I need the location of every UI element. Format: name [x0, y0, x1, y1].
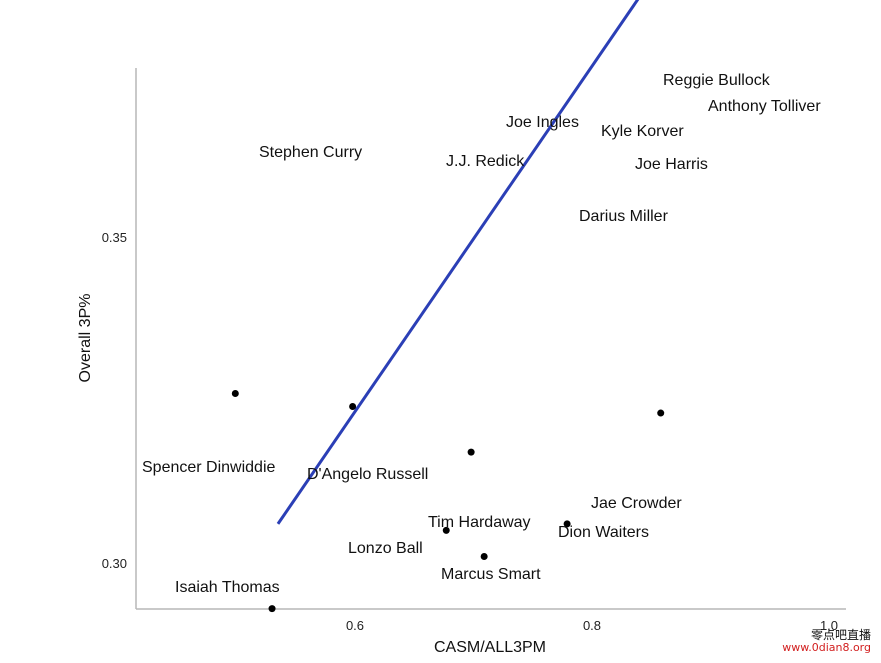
- x-axis-title: CASM/ALL3PM: [434, 639, 546, 656]
- point-label: Anthony Tolliver: [708, 98, 821, 115]
- data-point: [657, 409, 665, 417]
- x-tick-label: 0.6: [346, 618, 364, 633]
- data-point: [480, 552, 488, 560]
- point-label: Spencer Dinwiddie: [142, 459, 276, 476]
- point-label: Joe Ingles: [506, 114, 579, 131]
- y-ticks: 0.300.350.400.45: [102, 230, 127, 571]
- x-ticks: 0.6 0.8 1.0: [346, 618, 838, 633]
- point-label: Jae Crowder: [591, 495, 682, 512]
- x-tick-label: 1.0: [820, 618, 838, 633]
- data-points: [231, 389, 665, 613]
- point-label: Tim Hardaway: [428, 514, 531, 531]
- point-label: D'Angelo Russell: [307, 466, 428, 483]
- point-label: J.J. Redick: [446, 153, 525, 170]
- axes: 0.300.350.400.45 0.60.81.0: [102, 68, 846, 633]
- data-point: [467, 448, 475, 456]
- data-point: [231, 389, 239, 397]
- data-point: [563, 520, 571, 528]
- watermark-url: www.0dian8.org: [782, 641, 871, 655]
- trendline: [276, 0, 640, 525]
- y-axis-title: Overall 3P%: [77, 294, 94, 383]
- point-label: Dion Waiters: [558, 524, 649, 541]
- y-tick-label: 0.35: [102, 230, 127, 245]
- point-label: Stephen Curry: [259, 144, 362, 161]
- point-labels: Reggie Bullock Joe Ingles Anthony Tolliver…: [142, 72, 821, 596]
- data-point: [349, 403, 357, 411]
- point-label: Lonzo Ball: [348, 540, 423, 557]
- point-label: Kyle Korver: [601, 123, 684, 140]
- point-label: Isaiah Thomas: [175, 579, 280, 596]
- y-tick-label: 0.30: [102, 556, 127, 571]
- data-point: [268, 605, 276, 613]
- watermark: 零点吧直播 www.0dian8.org: [782, 627, 871, 655]
- point-label: Darius Miller: [579, 208, 669, 225]
- data-point: [442, 526, 450, 534]
- point-label: Joe Harris: [635, 156, 708, 173]
- x-tick-label: 0.8: [583, 618, 601, 633]
- watermark-title: 零点吧直播: [810, 627, 871, 642]
- point-label: Reggie Bullock: [663, 72, 771, 89]
- point-label: Marcus Smart: [441, 566, 541, 583]
